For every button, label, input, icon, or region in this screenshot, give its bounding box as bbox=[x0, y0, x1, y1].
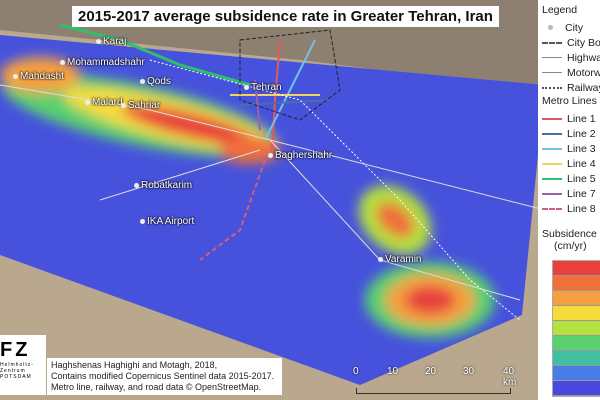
legend-line-4: Line 4 bbox=[542, 156, 600, 171]
city-boundary bbox=[239, 29, 341, 121]
scale-tick: 40 km bbox=[503, 366, 517, 388]
legend-line-5: Line 5 bbox=[542, 171, 600, 186]
metro-heading: Metro Lines bbox=[542, 95, 597, 107]
subsidence-heading: Subsidence bbox=[542, 228, 597, 240]
ramp-swatch bbox=[553, 276, 600, 291]
subsidence-unit: (cm/yr) bbox=[554, 240, 587, 252]
legend-line-7: Line 7 bbox=[542, 186, 600, 201]
city-label: IKA Airport bbox=[140, 216, 194, 227]
scale-tick: 0 bbox=[353, 366, 359, 377]
scale-tick: 20 bbox=[425, 366, 437, 377]
metro-line-5 bbox=[59, 23, 251, 87]
city-label: Varamin bbox=[378, 254, 422, 265]
city-label: Qods bbox=[140, 76, 171, 87]
city-label: Mohammadshahr bbox=[60, 57, 145, 68]
ramp-swatch bbox=[553, 306, 600, 321]
legend-heading: Legend bbox=[542, 4, 578, 16]
legend-line-1: Line 1 bbox=[542, 111, 600, 126]
metro-line-8 bbox=[199, 159, 266, 261]
legend-item-railway: Railway bbox=[542, 80, 600, 95]
color-ramp bbox=[552, 260, 600, 397]
legend-line-3: Line 3 bbox=[542, 141, 600, 156]
ramp-swatch bbox=[553, 321, 600, 336]
metro-line-1 bbox=[271, 39, 281, 151]
legend-item-city-boundary: City Boundary bbox=[542, 35, 600, 50]
legend-item-highway: Highway bbox=[542, 50, 600, 65]
metro-lines bbox=[59, 23, 331, 261]
city-label: Malard bbox=[85, 97, 123, 108]
map-legend: Legend City City Boundary Highway Motorw… bbox=[538, 0, 600, 400]
ramp-swatch bbox=[553, 381, 600, 396]
city-label: Karaj bbox=[96, 36, 126, 47]
ramp-swatch bbox=[553, 351, 600, 366]
legend-line-8: Line 8 bbox=[542, 201, 600, 216]
ramp-swatch bbox=[553, 261, 600, 276]
city-label: Robatkarim bbox=[134, 180, 192, 191]
scale-tick: 30 bbox=[463, 366, 475, 377]
metro-line-2 bbox=[239, 99, 331, 106]
map-title: 2015-2017 average subsidence rate in Gre… bbox=[72, 6, 499, 27]
ramp-swatch bbox=[553, 291, 600, 306]
scale-tick: 10 bbox=[387, 366, 399, 377]
city-label: Sahriar bbox=[121, 100, 160, 111]
legend-item-city: City bbox=[542, 20, 600, 35]
legend-item-motorway: Motorway bbox=[542, 65, 600, 80]
credit-text: Haghshenas Haghighi and Motagh, 2018, Con… bbox=[47, 358, 282, 395]
city-label: Tehran bbox=[244, 82, 282, 93]
gfz-logo: FZ Helmholtz-Zentrum POTSDAM bbox=[0, 335, 46, 395]
city-label: Mahdasht bbox=[13, 71, 64, 82]
city-label: Baghershahr bbox=[268, 150, 332, 161]
railway bbox=[149, 59, 521, 321]
ramp-swatch bbox=[553, 366, 600, 381]
metro-line-3 bbox=[264, 39, 316, 141]
legend-line-2: Line 2 bbox=[542, 126, 600, 141]
ramp-swatch bbox=[553, 336, 600, 351]
